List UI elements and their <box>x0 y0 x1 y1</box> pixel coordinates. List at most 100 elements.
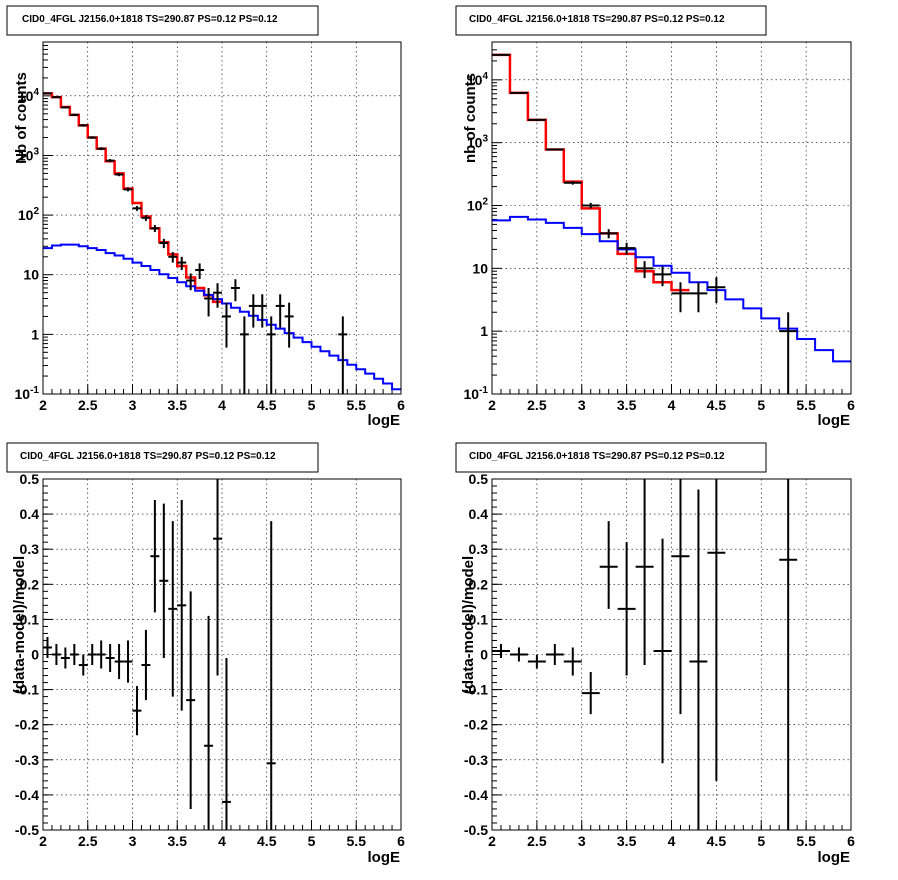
data-point <box>141 215 151 221</box>
data-point <box>563 647 582 676</box>
title-box <box>455 5 767 36</box>
x-tick-label: 6 <box>397 397 405 413</box>
grid <box>43 479 401 830</box>
x-tick-label: 4 <box>218 397 226 413</box>
data-point <box>43 636 52 659</box>
x-tick-label: 4 <box>668 833 676 849</box>
data-point <box>51 96 61 99</box>
y-axis-label: (data-model)/model <box>460 556 477 694</box>
data-layer <box>492 53 851 394</box>
y-tick-label: -0.2 <box>464 717 488 733</box>
y-tick-label: 0.5 <box>20 471 40 487</box>
y-tick-label: -0.3 <box>15 752 39 768</box>
x-tick-label: 5 <box>757 397 765 413</box>
x-tick-label: 3.5 <box>168 833 188 849</box>
data-point <box>617 242 636 255</box>
data-point <box>123 640 133 683</box>
data-point <box>132 206 142 211</box>
x-tick-label: 6 <box>397 833 405 849</box>
x-tick-label: 2.5 <box>78 833 98 849</box>
x-axis-label: logE <box>818 412 851 429</box>
y-axis-label: Nb of counts <box>13 72 30 164</box>
data-point <box>635 261 654 279</box>
data-point <box>43 92 52 95</box>
y-tick-label: 102 <box>18 206 40 223</box>
plot-frame <box>42 478 402 831</box>
x-tick-label: 5 <box>757 833 765 849</box>
x-tick-label: 4.5 <box>707 833 727 849</box>
y-tick-label: 104 <box>18 87 40 104</box>
data-point <box>222 658 231 830</box>
data-point <box>653 538 672 764</box>
data-point <box>69 113 79 116</box>
y-tick-label: 104 <box>467 71 489 88</box>
plot-frame <box>491 41 852 395</box>
x-tick-label: 2 <box>488 397 496 413</box>
data-layer <box>492 479 798 830</box>
data-point <box>186 273 196 291</box>
y-tick-label: 0.4 <box>20 506 40 522</box>
x-axis-label: logE <box>368 412 401 429</box>
data-point <box>105 643 115 673</box>
data-point <box>60 647 70 669</box>
x-tick-label: 2 <box>39 833 47 849</box>
grid <box>492 42 851 394</box>
x-tick-label: 4.5 <box>257 833 277 849</box>
x-tick-label: 2 <box>39 397 47 413</box>
chart-title: CID0_4FGL J2156.0+1818 TS=290.87 PS=0.12… <box>469 451 725 462</box>
data-point <box>195 263 205 279</box>
x-tick-label: 4 <box>668 397 676 413</box>
y-tick-label: -0.1 <box>15 682 39 698</box>
y-tick-label: 0 <box>31 647 39 663</box>
x-tick-label: 3 <box>578 833 586 849</box>
x-tick-label: 4.5 <box>257 397 277 413</box>
title-box <box>455 442 767 473</box>
panel-1: CID0_4FGL J2156.0+1818 TS=290.87 PS=0.12… <box>6 5 405 429</box>
data-point <box>492 643 510 659</box>
x-tick-label: 3.5 <box>617 833 637 849</box>
y-tick-label: 0.3 <box>469 541 489 557</box>
y-tick-label: -0.1 <box>464 682 488 698</box>
data-point <box>51 643 61 666</box>
x-tick-label: 3.5 <box>168 397 188 413</box>
data-point <box>177 256 187 271</box>
data-point <box>671 282 690 313</box>
data-point <box>114 643 124 680</box>
data-point <box>563 181 582 185</box>
y-tick-label: 10-1 <box>464 385 489 402</box>
chart-title: CID0_4FGL J2156.0+1818 TS=290.87 PS=0.12… <box>469 14 725 25</box>
y-tick-label: 10-1 <box>15 385 40 402</box>
x-tick-label: 3 <box>129 397 137 413</box>
data-point <box>689 282 708 313</box>
x-tick-label: 5.5 <box>796 397 816 413</box>
data-point <box>69 643 79 666</box>
data-point <box>707 479 726 781</box>
y-tick-label: 103 <box>18 146 40 163</box>
data-point <box>527 654 546 669</box>
data-point <box>78 124 88 127</box>
chart-title: CID0_4FGL J2156.0+1818 TS=290.87 PS=0.12… <box>22 14 278 25</box>
panel-3: CID0_4FGL J2156.0+1818 TS=290.87 PS=0.12… <box>6 442 405 866</box>
x-tick-label: 5 <box>308 833 316 849</box>
y-tick-label: 0.3 <box>20 541 40 557</box>
y-tick-label: 0 <box>480 647 488 663</box>
data-point <box>186 591 196 809</box>
data-point <box>248 294 258 328</box>
y-tick-label: 0.2 <box>469 576 489 592</box>
data-point <box>213 479 222 676</box>
data-point <box>239 316 249 394</box>
y-axis-label: (data-model)/model <box>11 556 28 694</box>
data-point <box>96 640 106 669</box>
data-point <box>599 229 618 239</box>
data-point <box>78 654 88 676</box>
x-tick-label: 5 <box>308 397 316 413</box>
title-box <box>6 5 319 36</box>
data-point <box>527 118 546 122</box>
y-tick-label: 0.4 <box>469 506 489 522</box>
y-tick-label: 103 <box>467 134 489 151</box>
y-tick-label: 0.2 <box>20 576 40 592</box>
data-point <box>105 159 115 163</box>
data-point <box>141 629 151 701</box>
